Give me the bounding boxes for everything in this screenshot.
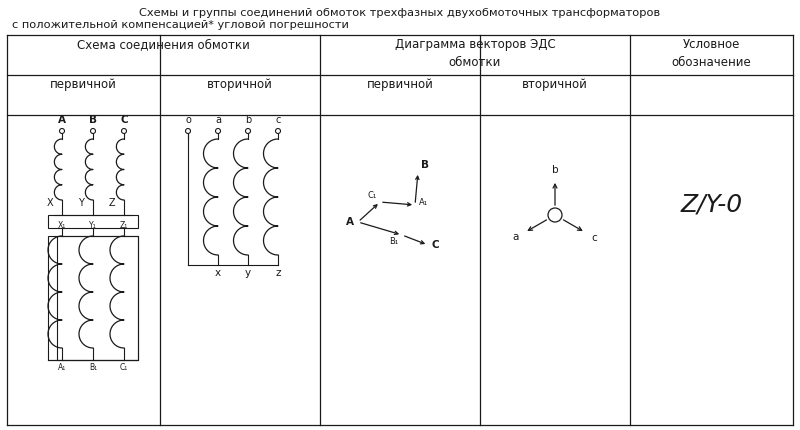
Text: z: z — [275, 268, 281, 278]
Text: y: y — [245, 268, 251, 278]
Text: Z: Z — [109, 198, 115, 208]
Text: Схема соединения обмотки: Схема соединения обмотки — [77, 38, 250, 51]
Text: B: B — [89, 115, 97, 125]
Text: C: C — [120, 115, 128, 125]
Text: C₁: C₁ — [368, 191, 377, 200]
Text: X: X — [46, 198, 54, 208]
Text: b: b — [245, 115, 251, 125]
Text: c: c — [275, 115, 281, 125]
Text: b: b — [552, 165, 558, 175]
Text: o: o — [185, 115, 191, 125]
Bar — [48, 236, 138, 360]
Text: Диаграмма векторов ЭДС
обмотки: Диаграмма векторов ЭДС обмотки — [394, 38, 555, 69]
Text: вторичной: вторичной — [522, 78, 588, 91]
Text: Условное
обозначение: Условное обозначение — [672, 38, 751, 69]
Text: Y₁: Y₁ — [89, 221, 97, 230]
Text: первичной: первичной — [50, 78, 117, 91]
Text: a: a — [513, 233, 519, 243]
Text: A: A — [58, 115, 66, 125]
Text: a: a — [215, 115, 221, 125]
Text: вторичной: вторичной — [207, 78, 273, 91]
Text: A₁: A₁ — [419, 198, 428, 207]
Bar — [48, 215, 138, 228]
Text: B₁: B₁ — [89, 363, 97, 372]
Text: x: x — [215, 268, 221, 278]
Text: Z₁: Z₁ — [120, 221, 128, 230]
Text: с положительной компенсацией* угловой погрешности: с положительной компенсацией* угловой по… — [12, 20, 349, 30]
Text: Схемы и группы соединений обмоток трехфазных двухобмоточных трансформаторов: Схемы и группы соединений обмоток трехфа… — [139, 8, 661, 18]
Text: Z/Y-0: Z/Y-0 — [681, 193, 742, 217]
Text: Y: Y — [78, 198, 84, 208]
Text: B: B — [421, 160, 429, 170]
Text: X₁: X₁ — [58, 221, 66, 230]
Text: B₁: B₁ — [389, 237, 398, 246]
Text: A₁: A₁ — [58, 363, 66, 372]
Text: первичной: первичной — [366, 78, 434, 91]
Text: C₁: C₁ — [120, 363, 128, 372]
Bar — [57, 236, 138, 360]
Text: c: c — [591, 233, 597, 243]
Text: A: A — [346, 217, 354, 227]
Text: C: C — [431, 240, 438, 250]
